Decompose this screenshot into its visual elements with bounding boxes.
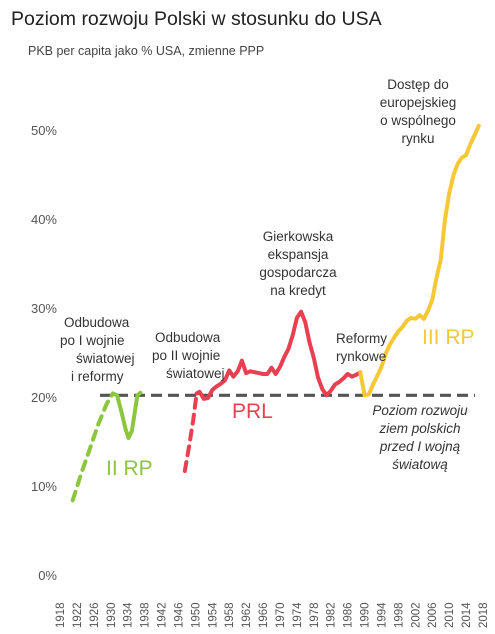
x-tick-label: 2018	[478, 602, 490, 628]
x-tick-label: 1994	[376, 602, 388, 628]
annotation-line: ziem polskich	[378, 421, 460, 436]
annotation-line: europejskieg	[380, 95, 457, 110]
x-tick-label: 1946	[173, 602, 185, 628]
series-line-iii-rp	[358, 123, 481, 398]
x-tick-label: 1942	[157, 602, 169, 628]
x-tick-label: 1974	[292, 602, 304, 628]
x-tick-label: 1958	[224, 602, 236, 628]
annotation-line: światową	[392, 457, 448, 472]
x-tick-label: 1950	[190, 602, 202, 628]
x-tick-label: 1954	[207, 602, 219, 628]
y-tick-label: 10%	[31, 479, 57, 494]
x-tick-label: 1978	[309, 602, 321, 628]
chart-subtitle: PKB per capita jako % USA, zmienne PPP	[28, 44, 265, 58]
annotation-line: rynku	[401, 131, 434, 146]
annotation-line: światowej	[166, 366, 225, 381]
x-tick-label: 2014	[461, 602, 473, 628]
y-tick-label: 40%	[31, 212, 57, 227]
x-tick-label: 1998	[393, 602, 405, 628]
series-line-ii-rp	[70, 391, 115, 503]
annotation: Odbudowa po II wojnie światowej	[152, 330, 225, 381]
annotation: Reformy rynkowe	[336, 331, 387, 364]
annotation-line: Dostęp do	[387, 77, 449, 92]
series-label-prl: PRL	[232, 400, 273, 423]
x-tick-label: 1970	[275, 602, 287, 628]
annotation-line: po I wojnie	[60, 333, 125, 348]
annotation-line: światowej	[76, 351, 135, 366]
x-tick-label: 1990	[360, 602, 372, 628]
annotation-line: rynkowe	[336, 349, 386, 364]
y-axis: 0% 10% 20% 30% 40% 50%	[31, 123, 57, 583]
annotation: Gierkowska ekspansja gospodarcza na kredyt	[259, 229, 337, 298]
x-tick-label: 1930	[106, 602, 118, 628]
x-tick-label: 1922	[72, 602, 84, 628]
y-tick-label: 50%	[31, 123, 57, 138]
x-tick-label: 1982	[326, 602, 338, 628]
annotation-line: Odbudowa	[155, 330, 221, 345]
annotation-line: o wspólnego	[380, 113, 456, 128]
chart-title: Poziom rozwoju Polski w stosunku do USA	[11, 8, 382, 30]
x-axis: 1918 1922 1926 1930 1934 1938 1942 1946 1950 1954…	[55, 602, 490, 628]
annotation-line: Gierkowska	[263, 229, 334, 244]
y-tick-label: 0%	[38, 568, 57, 583]
x-tick-label: 2002	[410, 602, 422, 628]
annotation: Dostęp do europejskieg o wspólnego rynku	[380, 77, 457, 146]
x-tick-label: 1986	[343, 602, 355, 628]
annotation-line: przed I wojną	[379, 439, 461, 454]
series-label-iii-rp: III RP	[422, 326, 475, 349]
annotation-line: na kredyt	[270, 283, 326, 298]
annotation-line: i reformy	[71, 369, 124, 384]
series-line-prl	[182, 391, 199, 473]
x-tick-label: 1962	[241, 602, 253, 628]
series-label-ii-rp: II RP	[106, 457, 153, 480]
annotation-line: Reformy	[336, 331, 387, 346]
annotation: Odbudowa po I wojnie światowej i reformy	[60, 315, 135, 384]
annotation-line: Poziom rozwoju	[372, 403, 468, 418]
x-tick-label: 2006	[427, 602, 439, 628]
x-tick-label: 1966	[258, 602, 270, 628]
series-line-prl	[194, 309, 363, 401]
series-line-ii-rp	[110, 390, 143, 440]
y-tick-label: 30%	[31, 301, 57, 316]
x-tick-label: 1926	[89, 602, 101, 628]
x-tick-label: 1934	[123, 602, 135, 628]
series-layer	[70, 123, 481, 503]
annotation-line: gospodarcza	[259, 265, 337, 280]
x-tick-label: 1918	[55, 602, 67, 628]
x-tick-label: 1938	[140, 602, 152, 628]
annotation: Poziom rozwoju ziem polskich przed I wojną…	[372, 403, 468, 472]
x-tick-label: 2010	[444, 602, 456, 628]
annotation-line: ekspansja	[268, 247, 329, 262]
annotation-line: Odbudowa	[64, 315, 130, 330]
y-tick-label: 20%	[31, 390, 57, 405]
annotation-line: po II wojnie	[152, 348, 220, 363]
